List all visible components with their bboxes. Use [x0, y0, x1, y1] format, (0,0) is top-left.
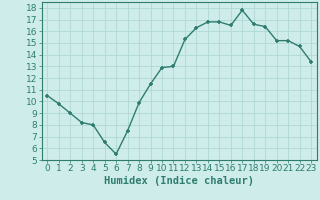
- X-axis label: Humidex (Indice chaleur): Humidex (Indice chaleur): [104, 176, 254, 186]
